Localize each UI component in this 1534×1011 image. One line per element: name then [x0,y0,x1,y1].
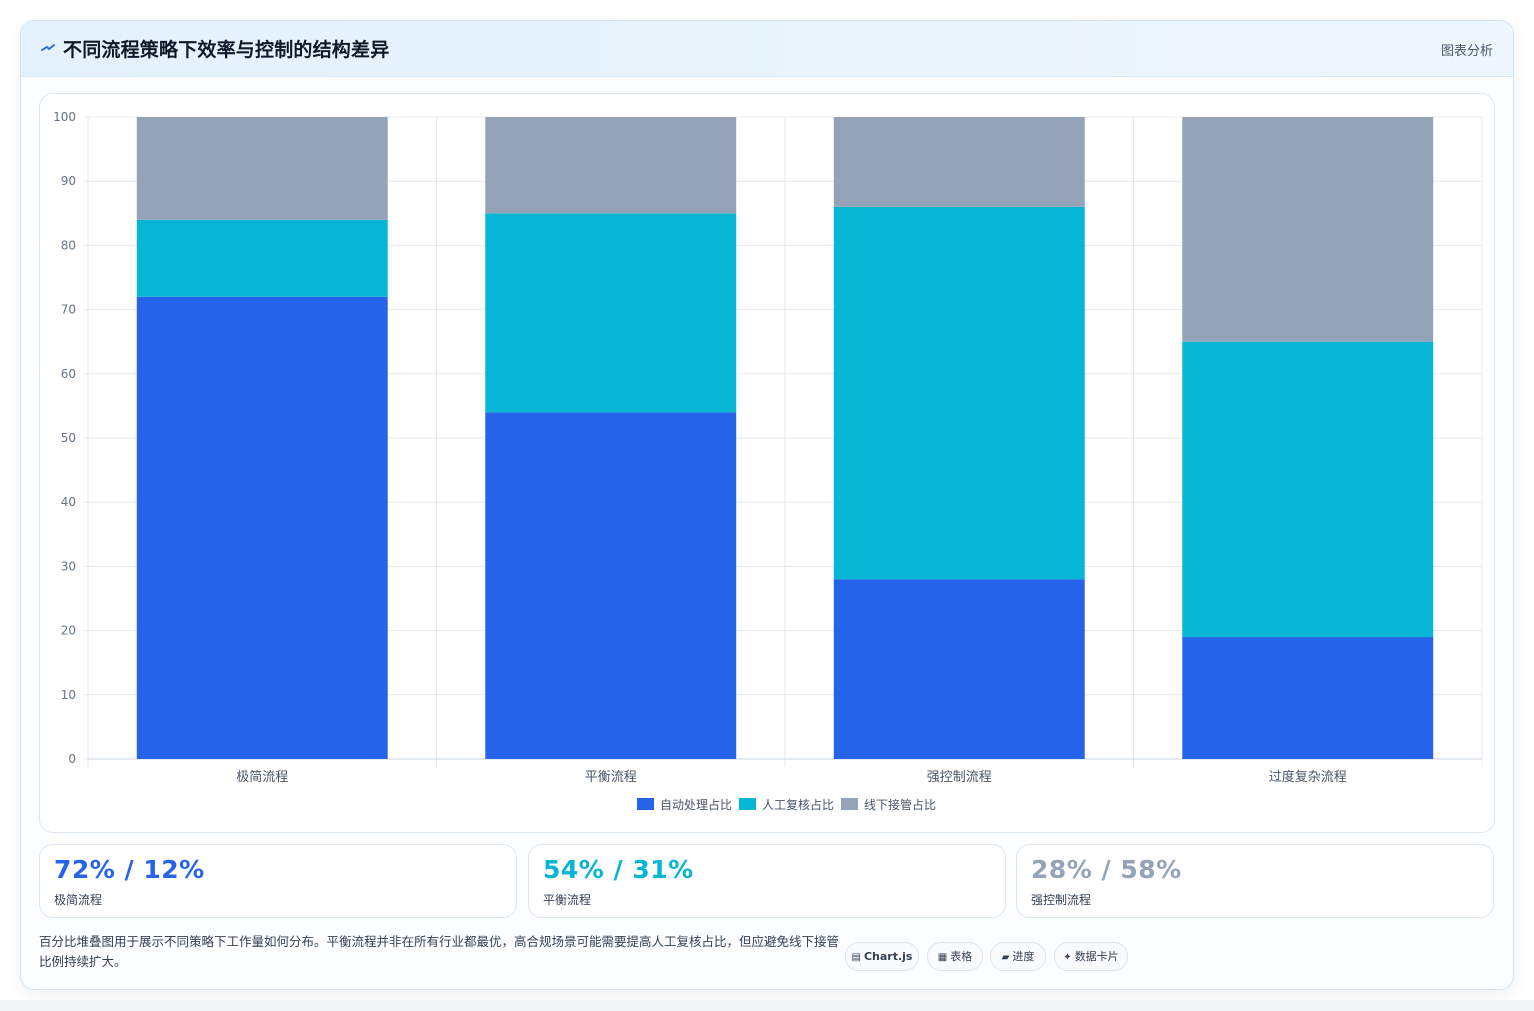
stat-label: 极简流程 [54,893,103,907]
stat-value: 28% / 58% [1031,855,1182,884]
legend-label: 人工复核占比 [762,797,834,812]
chip-label: 进度 [1012,950,1035,963]
card-header: 不同流程策略下效率与控制的结构差异 图表分析 [21,21,1513,77]
page-bottom-strip [0,1000,1534,1011]
x-tick-label: 过度复杂流程 [1269,769,1347,785]
bar-segment [136,117,388,220]
y-tick-label: 40 [61,495,76,509]
chip-table[interactable]: ▦ 表格 [927,942,983,971]
stat-card-strong-control: 28% / 58% 强控制流程 [1016,844,1494,918]
x-tick-label: 平衡流程 [585,770,637,785]
y-tick-label: 70 [61,303,76,317]
y-tick-label: 60 [61,367,76,381]
y-tick-label: 50 [61,431,76,445]
legend-label: 线下接管占比 [864,797,936,812]
chip-label: 数据卡片 [1074,950,1119,963]
bar-segment [485,412,737,759]
stat-card-balanced: 54% / 31% 平衡流程 [528,844,1006,918]
bar-segment [1182,341,1434,638]
stat-label: 强控制流程 [1031,893,1092,907]
chip-data-card[interactable]: ✦ 数据卡片 [1054,942,1128,971]
chart-icon: ▤ [851,952,861,963]
page-title: 不同流程策略下效率与控制的结构差异 [63,39,390,61]
chart-panel: 0 10 20 30 40 50 60 70 80 90 100 极简流程 平衡流程 强控制流程 过度复杂流… [39,93,1495,833]
bar-segment [1182,637,1434,759]
y-tick-label: 20 [61,624,76,638]
legend-label: 自动处理占比 [660,797,732,812]
chart-card: 不同流程策略下效率与控制的结构差异 图表分析 0 10 20 30 40 50 60 70 80… [20,20,1514,990]
bar-segment [833,117,1085,207]
stat-value: 72% / 12% [54,855,205,884]
bar-segment [833,579,1085,759]
chip-progress[interactable]: ▰ 进度 [990,942,1046,971]
progress-icon: ▰ [1001,952,1010,963]
trend-icon [41,38,57,58]
chip-label: Chart.js [863,950,913,963]
x-tick-label: 极简流程 [236,769,288,785]
y-tick-label: 10 [61,688,76,702]
stat-card-simple: 72% / 12% 极简流程 [39,844,517,918]
table-icon: ▦ [937,952,948,963]
stat-label: 平衡流程 [543,893,592,907]
chip-chartjs[interactable]: ▤ Chart.js [845,942,919,971]
chart-analysis-link[interactable]: 图表分析 [1440,44,1493,59]
chart-footnote: 百分比堆叠图用于展示不同策略下工作量如何分布。平衡流程并非在所有行业都最优，高合… [39,934,840,969]
bar-segment [136,296,388,759]
sparkle-icon: ✦ [1063,952,1072,963]
y-tick-label: 90 [61,174,76,188]
legend-swatch [739,798,756,810]
x-tick-label: 强控制流程 [927,770,992,785]
bar-segment [485,117,737,214]
y-tick-label: 30 [61,559,76,573]
legend-swatch [637,798,654,810]
y-tick-label: 100 [53,110,76,124]
y-tick-label: 80 [61,238,76,252]
bar-segment [136,219,388,297]
bar-segment [1182,117,1434,342]
bar-segment [485,213,737,413]
bar-segment [833,206,1085,580]
stacked-bar-chart: 0 10 20 30 40 50 60 70 80 90 100 极简流程 平衡流程 强控制流程 过度复杂流… [53,110,1483,812]
y-tick-label: 0 [68,752,76,766]
chip-label: 表格 [950,950,973,963]
stat-value: 54% / 31% [543,855,694,884]
legend-swatch [841,798,858,810]
